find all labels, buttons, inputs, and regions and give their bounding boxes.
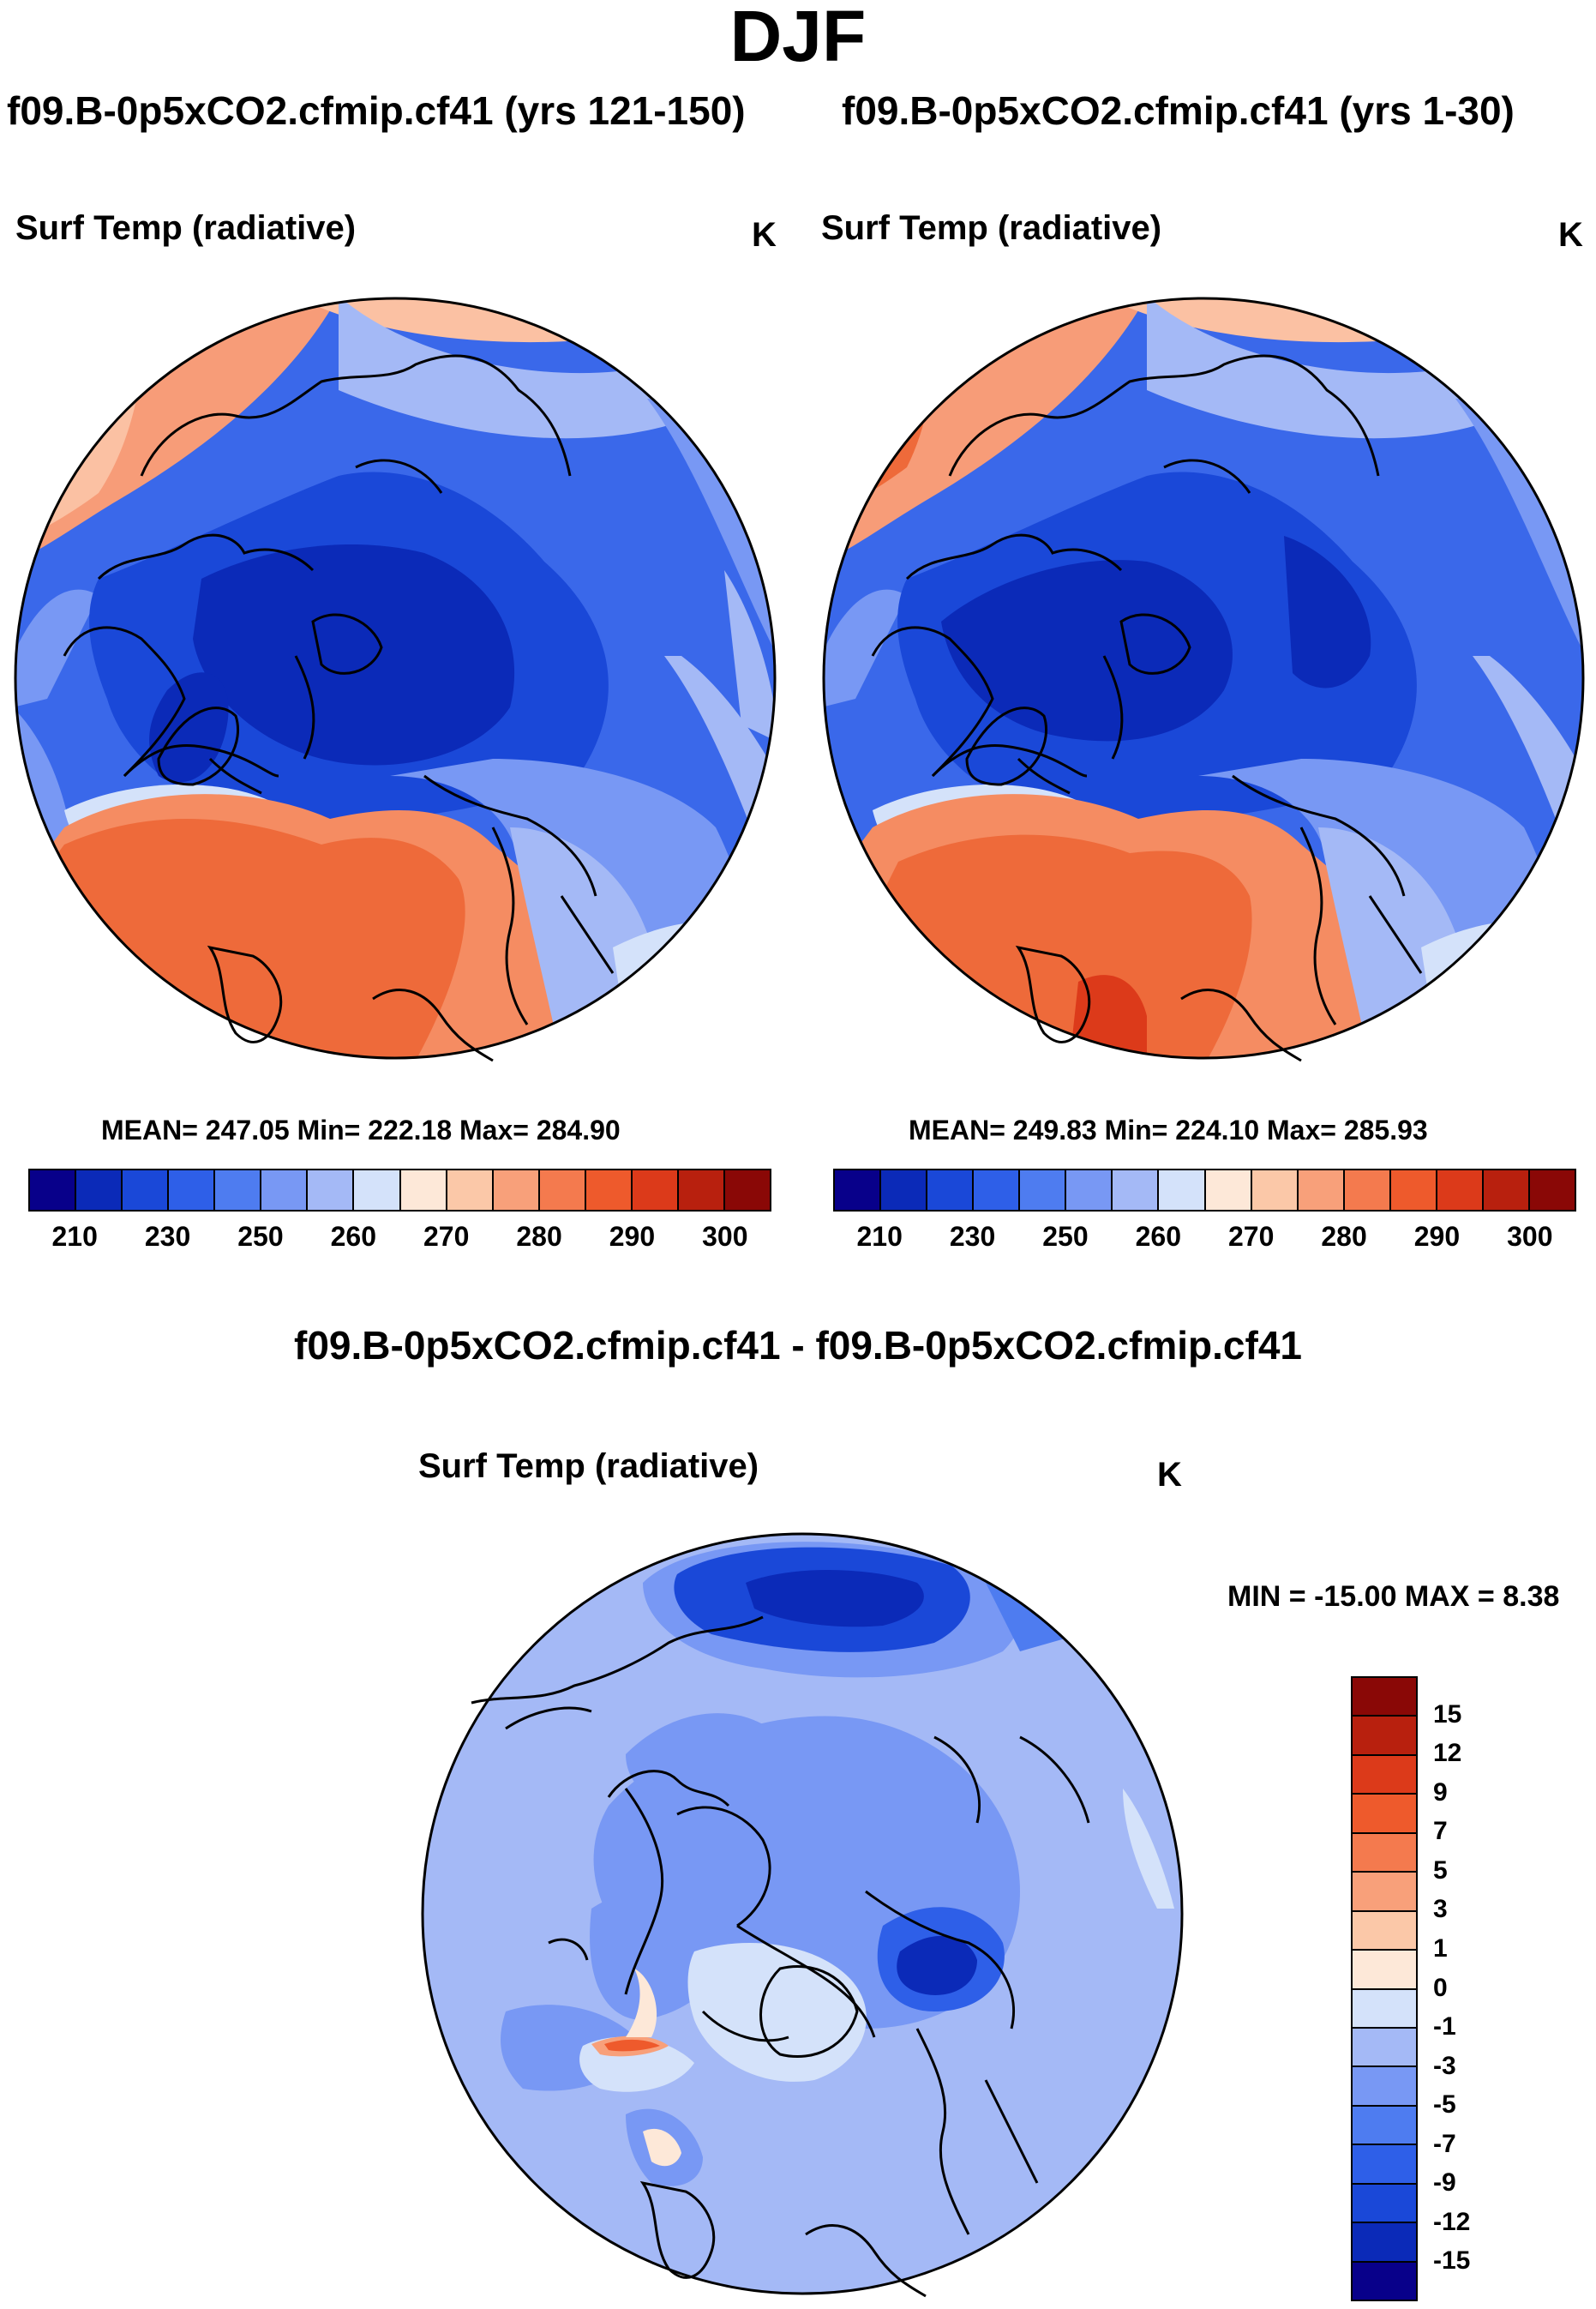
left-colorbar xyxy=(28,1169,771,1212)
right-panel-units-label: K xyxy=(1558,216,1583,254)
right-colorbar-tick-label: 250 xyxy=(1042,1221,1089,1252)
right-colorbar-color-box xyxy=(1066,1170,1113,1210)
right-polar-map xyxy=(822,297,1585,1062)
right-colorbar-tick-label: 270 xyxy=(1227,1221,1275,1252)
difference-colorbar-tick-label: -15 xyxy=(1433,2246,1471,2276)
right-colorbar xyxy=(833,1169,1576,1212)
difference-colorbar-tick-label: 3 xyxy=(1433,1895,1448,1924)
difference-colorbar xyxy=(1351,1676,1418,2301)
left-colorbar-tick-label: 230 xyxy=(144,1221,191,1252)
right-panel-stats: MEAN= 249.83 Min= 224.10 Max= 285.93 xyxy=(909,1115,1428,1145)
left-colorbar-color-box xyxy=(539,1170,586,1210)
left-panel-case-title: f09.B-0p5xCO2.cfmip.cf41 (yrs 121-150) xyxy=(7,88,746,133)
difference-variable-label: Surf Temp (radiative) xyxy=(418,1447,759,1485)
left-colorbar-color-box xyxy=(585,1170,633,1210)
difference-colorbar-color-box xyxy=(1353,1873,1416,1912)
right-colorbar-color-box xyxy=(1205,1170,1252,1210)
right-colorbar-tick-label: 280 xyxy=(1321,1221,1367,1252)
difference-colorbar-color-box xyxy=(1353,2223,1416,2263)
difference-colorbar-tick-label: 7 xyxy=(1433,1817,1448,1846)
left-colorbar-tick-label: 280 xyxy=(516,1221,562,1252)
difference-colorbar-color-box xyxy=(1353,1795,1416,1834)
left-colorbar-tick-label: 270 xyxy=(423,1221,470,1252)
left-colorbar-color-box xyxy=(400,1170,447,1210)
difference-polar-map xyxy=(421,1532,1184,2298)
difference-colorbar-color-box xyxy=(1353,1678,1416,1717)
difference-colorbar-color-box xyxy=(1353,1717,1416,1756)
difference-colorbar-color-box xyxy=(1353,1833,1416,1873)
right-colorbar-color-box xyxy=(1298,1170,1345,1210)
left-colorbar-color-box xyxy=(261,1170,309,1210)
right-colorbar-color-box xyxy=(1437,1170,1484,1210)
left-colorbar-color-box xyxy=(447,1170,494,1210)
left-colorbar-color-box xyxy=(493,1170,540,1210)
right-colorbar-tick-label: 290 xyxy=(1413,1221,1461,1252)
right-colorbar-color-box xyxy=(1390,1170,1437,1210)
right-colorbar-color-box xyxy=(881,1170,928,1210)
left-colorbar-color-box xyxy=(724,1170,770,1210)
difference-colorbar-tick-label: 15 xyxy=(1433,1699,1462,1729)
right-colorbar-tick-label: 230 xyxy=(949,1221,996,1252)
difference-colorbar-tick-label: 5 xyxy=(1433,1855,1448,1885)
difference-colorbar-tick-label: -3 xyxy=(1433,2051,1456,2080)
left-colorbar-tick-label: 290 xyxy=(609,1221,656,1252)
difference-colorbar-color-box xyxy=(1353,2067,1416,2107)
difference-colorbar-tick-label: 1 xyxy=(1433,1933,1448,1963)
left-panel-stats: MEAN= 247.05 Min= 222.18 Max= 284.90 xyxy=(101,1115,621,1145)
difference-colorbar-tick-label: 0 xyxy=(1433,1973,1448,2002)
right-colorbar-tick-label: 210 xyxy=(856,1221,903,1252)
right-colorbar-color-box xyxy=(1483,1170,1530,1210)
difference-colorbar-tick-label: -5 xyxy=(1433,2090,1456,2120)
right-colorbar-color-box xyxy=(835,1170,882,1210)
right-colorbar-color-box xyxy=(1251,1170,1299,1210)
left-colorbar-color-box xyxy=(123,1170,170,1210)
difference-colorbar-color-box xyxy=(1353,1911,1416,1951)
left-colorbar-tick-label: 260 xyxy=(330,1221,377,1252)
right-colorbar-color-box xyxy=(1159,1170,1206,1210)
right-colorbar-color-box xyxy=(927,1170,975,1210)
difference-colorbar-color-box xyxy=(1353,1951,1416,1990)
left-colorbar-color-box xyxy=(30,1170,77,1210)
difference-colorbar-color-box xyxy=(1353,1755,1416,1795)
difference-colorbar-color-box xyxy=(1353,1989,1416,2029)
left-colorbar-tick-label: 300 xyxy=(702,1221,748,1252)
right-colorbar-tick-label: 260 xyxy=(1135,1221,1182,1252)
difference-stats: MIN = -15.00 MAX = 8.38 xyxy=(1227,1580,1560,1613)
difference-colorbar-tick-label: 12 xyxy=(1433,1739,1462,1768)
left-colorbar-color-box xyxy=(678,1170,725,1210)
difference-colorbar-tick-label: -1 xyxy=(1433,2012,1456,2041)
left-polar-map xyxy=(14,297,777,1062)
difference-colorbar-tick-label: -9 xyxy=(1433,2168,1456,2198)
difference-colorbar-tick-label: 9 xyxy=(1433,1777,1448,1807)
difference-units-label: K xyxy=(1157,1456,1182,1494)
left-panel-variable-label: Surf Temp (radiative) xyxy=(15,209,357,247)
difference-colorbar-tick-label: -12 xyxy=(1433,2207,1471,2236)
left-colorbar-color-box xyxy=(632,1170,679,1210)
right-colorbar-color-box xyxy=(1344,1170,1391,1210)
left-colorbar-tick-label: 250 xyxy=(237,1221,284,1252)
difference-colorbar-color-box xyxy=(1353,2145,1416,2185)
difference-colorbar-color-box xyxy=(1353,2028,1416,2068)
left-colorbar-color-box xyxy=(76,1170,123,1210)
difference-colorbar-color-box xyxy=(1353,2262,1416,2300)
right-colorbar-color-box xyxy=(1020,1170,1067,1210)
right-panel-variable-label: Surf Temp (radiative) xyxy=(821,209,1162,247)
left-colorbar-color-box xyxy=(308,1170,355,1210)
left-colorbar-color-box xyxy=(215,1170,262,1210)
difference-title: f09.B-0p5xCO2.cfmip.cf41 - f09.B-0p5xCO2… xyxy=(294,1323,1302,1368)
right-colorbar-color-box xyxy=(974,1170,1021,1210)
difference-colorbar-color-box xyxy=(1353,2106,1416,2146)
difference-colorbar-color-box xyxy=(1353,2184,1416,2224)
left-colorbar-color-box xyxy=(354,1170,401,1210)
difference-colorbar-tick-label: -7 xyxy=(1433,2129,1456,2158)
left-panel-units-label: K xyxy=(752,216,777,254)
right-colorbar-color-box xyxy=(1113,1170,1160,1210)
right-panel-case-title: f09.B-0p5xCO2.cfmip.cf41 (yrs 1-30) xyxy=(842,88,1515,133)
left-colorbar-tick-label: 210 xyxy=(51,1221,98,1252)
right-colorbar-tick-label: 300 xyxy=(1507,1221,1553,1252)
left-colorbar-color-box xyxy=(169,1170,216,1210)
right-colorbar-color-box xyxy=(1529,1170,1575,1210)
figure-title: DJF xyxy=(729,0,867,76)
